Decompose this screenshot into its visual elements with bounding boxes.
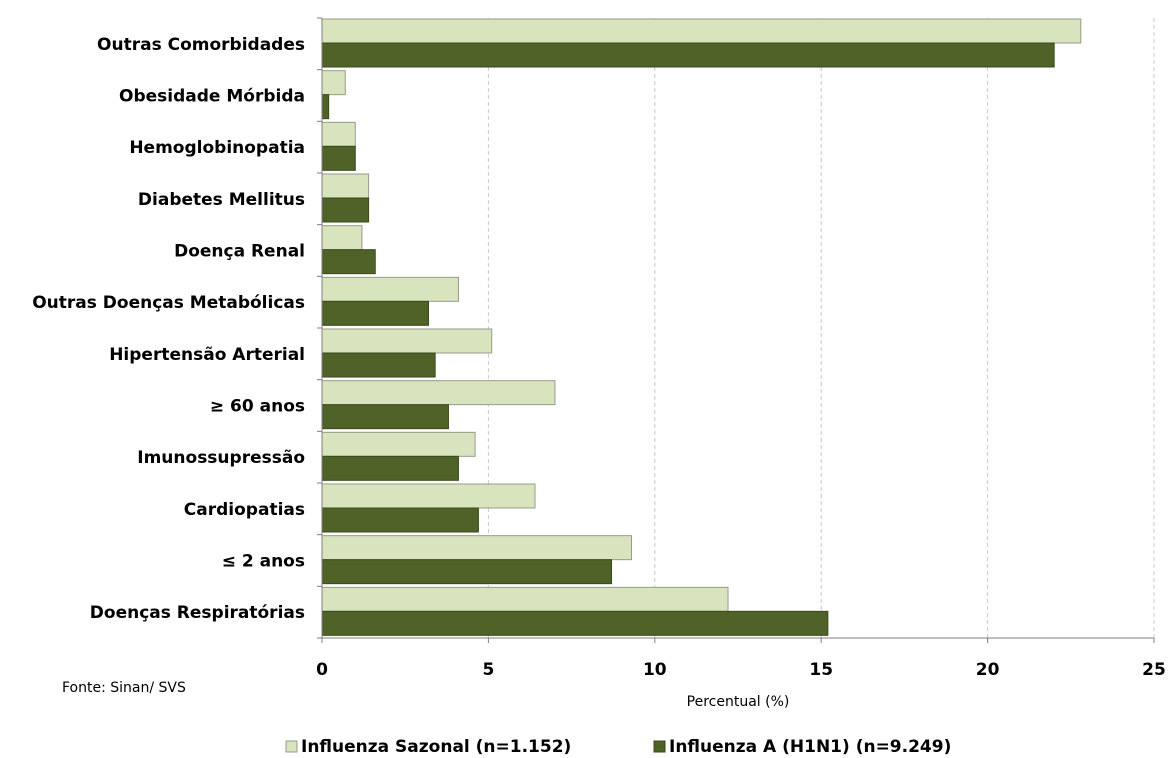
category-label: Doenças Respiratórias <box>90 603 305 623</box>
gridlines <box>487 18 1155 638</box>
bar-influenza-a-h1n1 <box>321 197 370 223</box>
category-labels: Outras Comorbidades Obesidade Mórbida Hemo… <box>32 35 305 623</box>
category-label: Outras Comorbidades <box>97 35 305 55</box>
legend-label: Influenza Sazonal (n=1.152) <box>301 737 571 757</box>
bar-influenza-sazonal <box>321 380 556 406</box>
category-label: Hemoglobinopatia <box>129 138 305 158</box>
legend-swatch <box>653 740 666 753</box>
legend-swatch <box>285 740 298 753</box>
axes <box>317 17 1155 643</box>
x-tick-label: 25 <box>1142 660 1166 680</box>
category-label: Diabetes Mellitus <box>138 190 305 210</box>
x-tick-labels: 0 5 10 15 20 25 <box>316 660 1166 680</box>
bar-influenza-sazonal <box>321 328 493 354</box>
bar-influenza-a-h1n1 <box>321 559 613 585</box>
x-tick-label: 15 <box>809 660 833 680</box>
category-label: Doença Renal <box>174 242 305 262</box>
bar-influenza-sazonal <box>321 276 459 302</box>
bar-influenza-a-h1n1 <box>321 507 479 533</box>
category-label: Cardiopatias <box>184 500 305 520</box>
bar-influenza-sazonal <box>321 70 346 96</box>
bars <box>321 18 1082 636</box>
bar-influenza-a-h1n1 <box>321 610 829 636</box>
x-tick-label: 5 <box>482 660 494 680</box>
bar-influenza-sazonal <box>321 586 729 612</box>
bar-influenza-sazonal <box>321 225 363 251</box>
bar-influenza-a-h1n1 <box>321 300 429 326</box>
bar-influenza-sazonal <box>321 431 476 457</box>
bar-influenza-sazonal <box>321 483 536 509</box>
bar-influenza-sazonal <box>321 18 1082 44</box>
x-axis-title: Percentual (%) <box>687 694 790 710</box>
bar-influenza-a-h1n1 <box>321 352 436 378</box>
bar-influenza-a-h1n1 <box>321 145 356 171</box>
x-tick-label: 10 <box>643 660 667 680</box>
bar-influenza-sazonal <box>321 535 633 561</box>
bar-influenza-a-h1n1 <box>321 42 1055 68</box>
bar-influenza-sazonal <box>321 121 356 147</box>
bar-influenza-a-h1n1 <box>321 94 330 120</box>
category-label: ≥ 60 anos <box>210 397 305 417</box>
x-tick-label: 20 <box>976 660 1000 680</box>
x-tick-label: 0 <box>316 660 328 680</box>
bar-influenza-sazonal <box>321 173 370 199</box>
bar-influenza-a-h1n1 <box>321 404 449 430</box>
category-label: Imunossupressão <box>137 448 305 468</box>
category-label: Hipertensão Arterial <box>109 345 305 365</box>
legend-label: Influenza A (H1N1) (n=9.249) <box>669 737 951 757</box>
bar-influenza-a-h1n1 <box>321 249 376 275</box>
source-note: Fonte: Sinan/ SVS <box>62 680 186 696</box>
bar-influenza-a-h1n1 <box>321 455 459 481</box>
category-label: Outras Doenças Metabólicas <box>32 293 305 313</box>
legend: Influenza Sazonal (n=1.152) Influenza A (… <box>285 737 951 757</box>
category-label: Obesidade Mórbida <box>119 87 305 107</box>
category-label: ≤ 2 anos <box>222 552 305 572</box>
